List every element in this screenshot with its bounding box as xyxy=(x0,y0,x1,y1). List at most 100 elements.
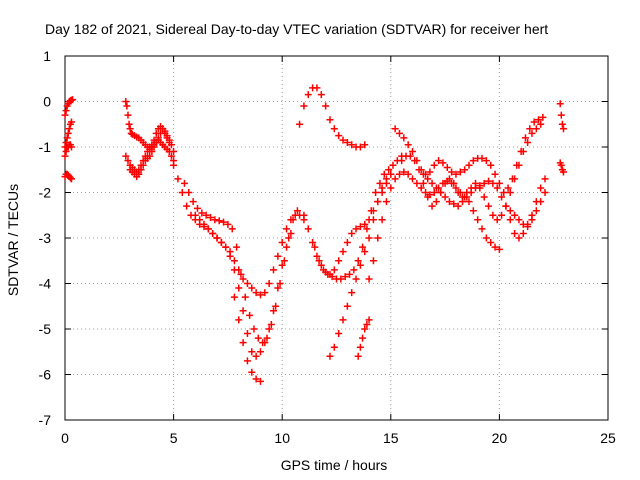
data-point xyxy=(506,189,514,196)
data-point xyxy=(395,170,403,178)
data-point xyxy=(404,170,412,178)
data-point xyxy=(511,229,519,237)
data-point xyxy=(283,243,291,251)
data-point xyxy=(167,141,175,149)
series-s14 xyxy=(311,152,406,283)
data-point xyxy=(335,132,343,140)
data-point xyxy=(300,211,308,219)
data-point xyxy=(193,204,201,212)
data-point xyxy=(265,325,273,333)
data-point xyxy=(515,216,523,224)
series-s4 xyxy=(61,170,76,183)
data-point xyxy=(456,168,464,176)
data-point xyxy=(467,189,475,196)
data-point xyxy=(532,207,540,215)
y-tick-label: -5 xyxy=(39,321,52,337)
chart-title: Day 182 of 2021, Sidereal Day-to-day VTE… xyxy=(45,21,548,37)
data-point xyxy=(382,198,390,206)
data-point xyxy=(450,179,458,187)
data-point xyxy=(348,289,356,297)
data-point xyxy=(428,179,436,187)
data-point xyxy=(280,257,288,265)
data-point xyxy=(319,266,327,274)
data-point xyxy=(152,138,160,146)
data-point xyxy=(256,291,264,299)
data-point xyxy=(498,211,506,219)
series-s3 xyxy=(61,141,76,160)
data-point xyxy=(458,198,466,206)
data-point xyxy=(480,179,488,187)
data-point xyxy=(419,179,427,187)
data-point xyxy=(409,175,417,183)
data-point xyxy=(511,175,519,183)
data-point xyxy=(163,132,171,140)
ticks: 0 5 10 15 20 25 -7 -6 -5 -4 -3 -2 -1 0 1 xyxy=(39,48,616,446)
data-point xyxy=(376,179,384,187)
data-point xyxy=(532,125,540,133)
data-point xyxy=(541,189,549,196)
data-point xyxy=(204,225,212,233)
data-point xyxy=(217,239,225,247)
data-point xyxy=(498,193,506,201)
data-point xyxy=(274,252,282,260)
data-point xyxy=(424,175,432,183)
data-point xyxy=(365,275,373,283)
data-point xyxy=(365,234,373,242)
data-point xyxy=(335,257,343,265)
data-point xyxy=(424,193,432,201)
data-point xyxy=(267,320,275,328)
data-point xyxy=(448,168,456,176)
data-point xyxy=(189,198,197,206)
data-point xyxy=(356,223,364,231)
y-axis-label: SDTVAR / TECUs xyxy=(5,184,21,296)
data-point xyxy=(369,216,377,224)
data-point xyxy=(124,111,132,119)
data-point xyxy=(61,152,69,160)
data-point xyxy=(161,127,169,135)
data-point xyxy=(404,141,412,149)
data-point xyxy=(506,207,514,215)
data-point xyxy=(278,239,286,247)
y-tick-label: -2 xyxy=(39,185,52,201)
data-point xyxy=(296,120,304,128)
data-point xyxy=(559,125,567,133)
data-point xyxy=(354,352,362,360)
data-point xyxy=(196,216,204,224)
data-point xyxy=(480,193,488,201)
data-point xyxy=(493,216,501,224)
data-point xyxy=(519,229,527,237)
data-point xyxy=(330,266,338,274)
data-point xyxy=(361,220,369,228)
data-point xyxy=(519,148,527,156)
data-point xyxy=(233,243,241,251)
data-point xyxy=(530,118,538,126)
data-point xyxy=(352,275,360,283)
data-point xyxy=(300,102,308,110)
data-point xyxy=(378,216,386,224)
data-point xyxy=(461,166,469,174)
data-point xyxy=(215,217,223,225)
series-s9 xyxy=(180,179,301,347)
data-point xyxy=(170,148,178,156)
data-point xyxy=(124,157,132,165)
data-point xyxy=(315,257,323,265)
data-point xyxy=(243,280,251,287)
data-point xyxy=(126,125,134,133)
data-point xyxy=(378,184,386,192)
data-point xyxy=(135,170,143,178)
data-point xyxy=(343,302,351,310)
data-point xyxy=(491,170,499,178)
data-point xyxy=(150,143,158,151)
data-point xyxy=(339,248,347,256)
series-s22 xyxy=(556,100,567,133)
data-point xyxy=(356,343,364,351)
data-point xyxy=(485,177,493,185)
data-point xyxy=(537,184,545,192)
x-tick-label: 5 xyxy=(170,430,178,446)
data-point xyxy=(337,275,345,283)
data-point xyxy=(485,202,493,210)
data-point xyxy=(62,148,70,156)
data-point xyxy=(348,229,356,237)
data-point xyxy=(157,129,165,137)
